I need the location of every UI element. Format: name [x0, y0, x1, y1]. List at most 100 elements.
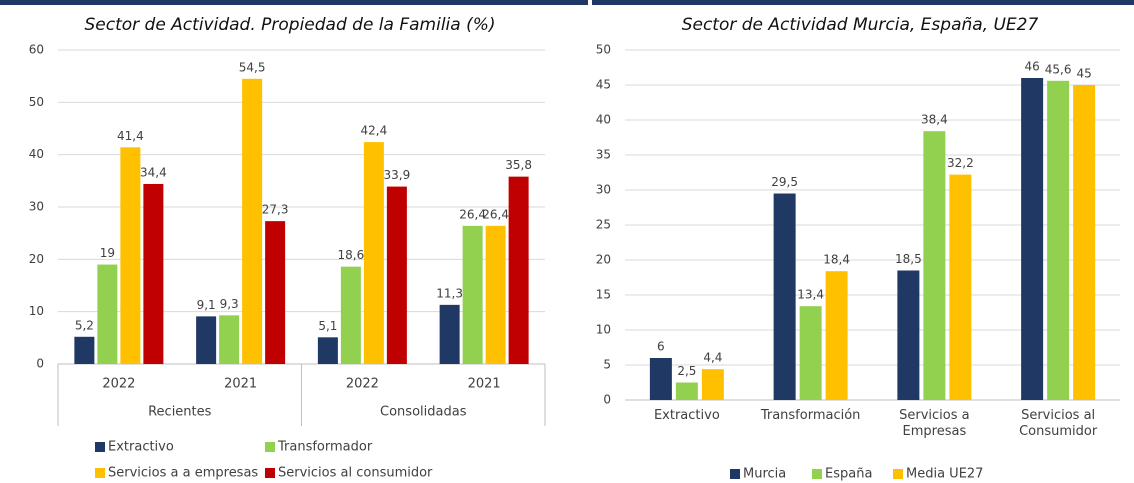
bar [265, 221, 286, 364]
data-label: 41,4 [117, 129, 144, 143]
data-label: 13,4 [797, 288, 824, 302]
bar [462, 225, 483, 364]
y-tick-label: 10 [29, 304, 44, 318]
y-tick-label: 20 [29, 252, 44, 266]
y-tick-label: 60 [29, 43, 44, 57]
legend-label: Murcia [743, 467, 786, 482]
data-label: 9,3 [220, 297, 239, 311]
bar [949, 174, 972, 400]
y-tick-label: 10 [596, 323, 611, 337]
bar [74, 336, 95, 364]
bar [120, 147, 141, 364]
bar [799, 306, 822, 400]
group-label: Recientes [148, 405, 212, 420]
y-tick-label: 35 [596, 148, 611, 162]
legend-label: Extractivo [108, 440, 174, 455]
bar [317, 337, 338, 364]
data-label: 45 [1076, 67, 1091, 81]
legend-label: Media UE27 [906, 467, 983, 482]
bar [363, 142, 384, 364]
bar [196, 316, 217, 364]
data-label: 42,4 [361, 124, 388, 138]
legend-swatch [265, 442, 275, 452]
x-tick-label: 2022 [102, 377, 135, 392]
data-label: 18,6 [338, 248, 365, 262]
y-tick-label: 5 [603, 358, 611, 372]
y-tick-label: 50 [596, 43, 611, 57]
legend-label: Transformador [277, 440, 373, 455]
bar [242, 78, 263, 365]
legend-swatch [893, 469, 903, 479]
y-tick-label: 25 [596, 218, 611, 232]
data-label: 33,9 [384, 168, 411, 182]
bar [439, 304, 460, 364]
y-tick-label: 30 [29, 200, 44, 214]
group-label: Consolidadas [380, 405, 467, 420]
bar [508, 176, 529, 364]
bar [219, 315, 240, 364]
legend-swatch [730, 469, 740, 479]
bar [143, 183, 164, 364]
x-tick-label: Servicios al Consumidor [1019, 408, 1098, 439]
data-label: 5,2 [75, 318, 94, 332]
bar [386, 186, 407, 364]
data-label: 54,5 [239, 60, 266, 74]
data-label: 9,1 [197, 298, 216, 312]
data-label: 4,4 [703, 351, 722, 365]
bar [649, 358, 672, 400]
data-label: 26,4 [482, 207, 509, 221]
bar [675, 382, 698, 400]
x-tick-label: Servicios a Empresas [899, 408, 970, 439]
y-tick-label: 20 [596, 253, 611, 267]
y-tick-label: 40 [596, 113, 611, 127]
legend-label: Servicios al consumidor [278, 466, 433, 481]
data-label: 34,4 [140, 165, 167, 179]
data-label: 11,3 [436, 286, 463, 300]
legend-swatch [95, 442, 105, 452]
bar [897, 270, 920, 400]
data-label: 38,4 [921, 113, 948, 127]
y-tick-label: 40 [29, 147, 44, 161]
data-label: 29,5 [771, 175, 798, 189]
bar [773, 193, 796, 400]
data-label: 6 [657, 340, 665, 354]
data-label: 18,5 [895, 252, 922, 266]
legend-swatch [95, 468, 105, 478]
chart-title: Sector de Actividad. Propiedad de la Fam… [84, 15, 495, 35]
bar [485, 225, 506, 364]
legend-swatch [265, 468, 275, 478]
header-bar [0, 0, 588, 5]
y-tick-label: 30 [596, 183, 611, 197]
data-label: 32,2 [947, 156, 974, 170]
bar [701, 369, 724, 400]
bar [825, 271, 848, 400]
data-label: 46 [1024, 60, 1039, 74]
x-tick-label: 2022 [346, 377, 379, 392]
x-tick-label: Extractivo [653, 408, 720, 423]
legend-label: Servicios a a empresas [108, 466, 258, 481]
y-tick-label: 50 [29, 95, 44, 109]
data-label: 18,4 [823, 253, 850, 267]
header-bar [592, 0, 1134, 5]
x-tick-label: Transformación [760, 408, 861, 423]
bar [1073, 85, 1096, 400]
data-label: 26,4 [459, 207, 486, 221]
y-tick-label: 0 [603, 393, 611, 407]
chart-title: Sector de Actividad Murcia, España, UE27 [682, 15, 1039, 35]
y-tick-label: 0 [36, 357, 44, 371]
data-label: 27,3 [262, 203, 289, 217]
data-label: 5,1 [318, 319, 337, 333]
bar [340, 266, 361, 364]
legend-label: España [825, 467, 872, 482]
bar [1047, 80, 1070, 401]
x-tick-label: 2021 [468, 377, 501, 392]
data-label: 35,8 [505, 158, 532, 172]
bar [1021, 78, 1044, 400]
x-tick-label: 2021 [224, 377, 257, 392]
bar [923, 131, 946, 400]
legend-swatch [812, 469, 822, 479]
y-tick-label: 45 [596, 78, 611, 92]
bar [97, 264, 118, 364]
y-tick-label: 15 [596, 288, 611, 302]
